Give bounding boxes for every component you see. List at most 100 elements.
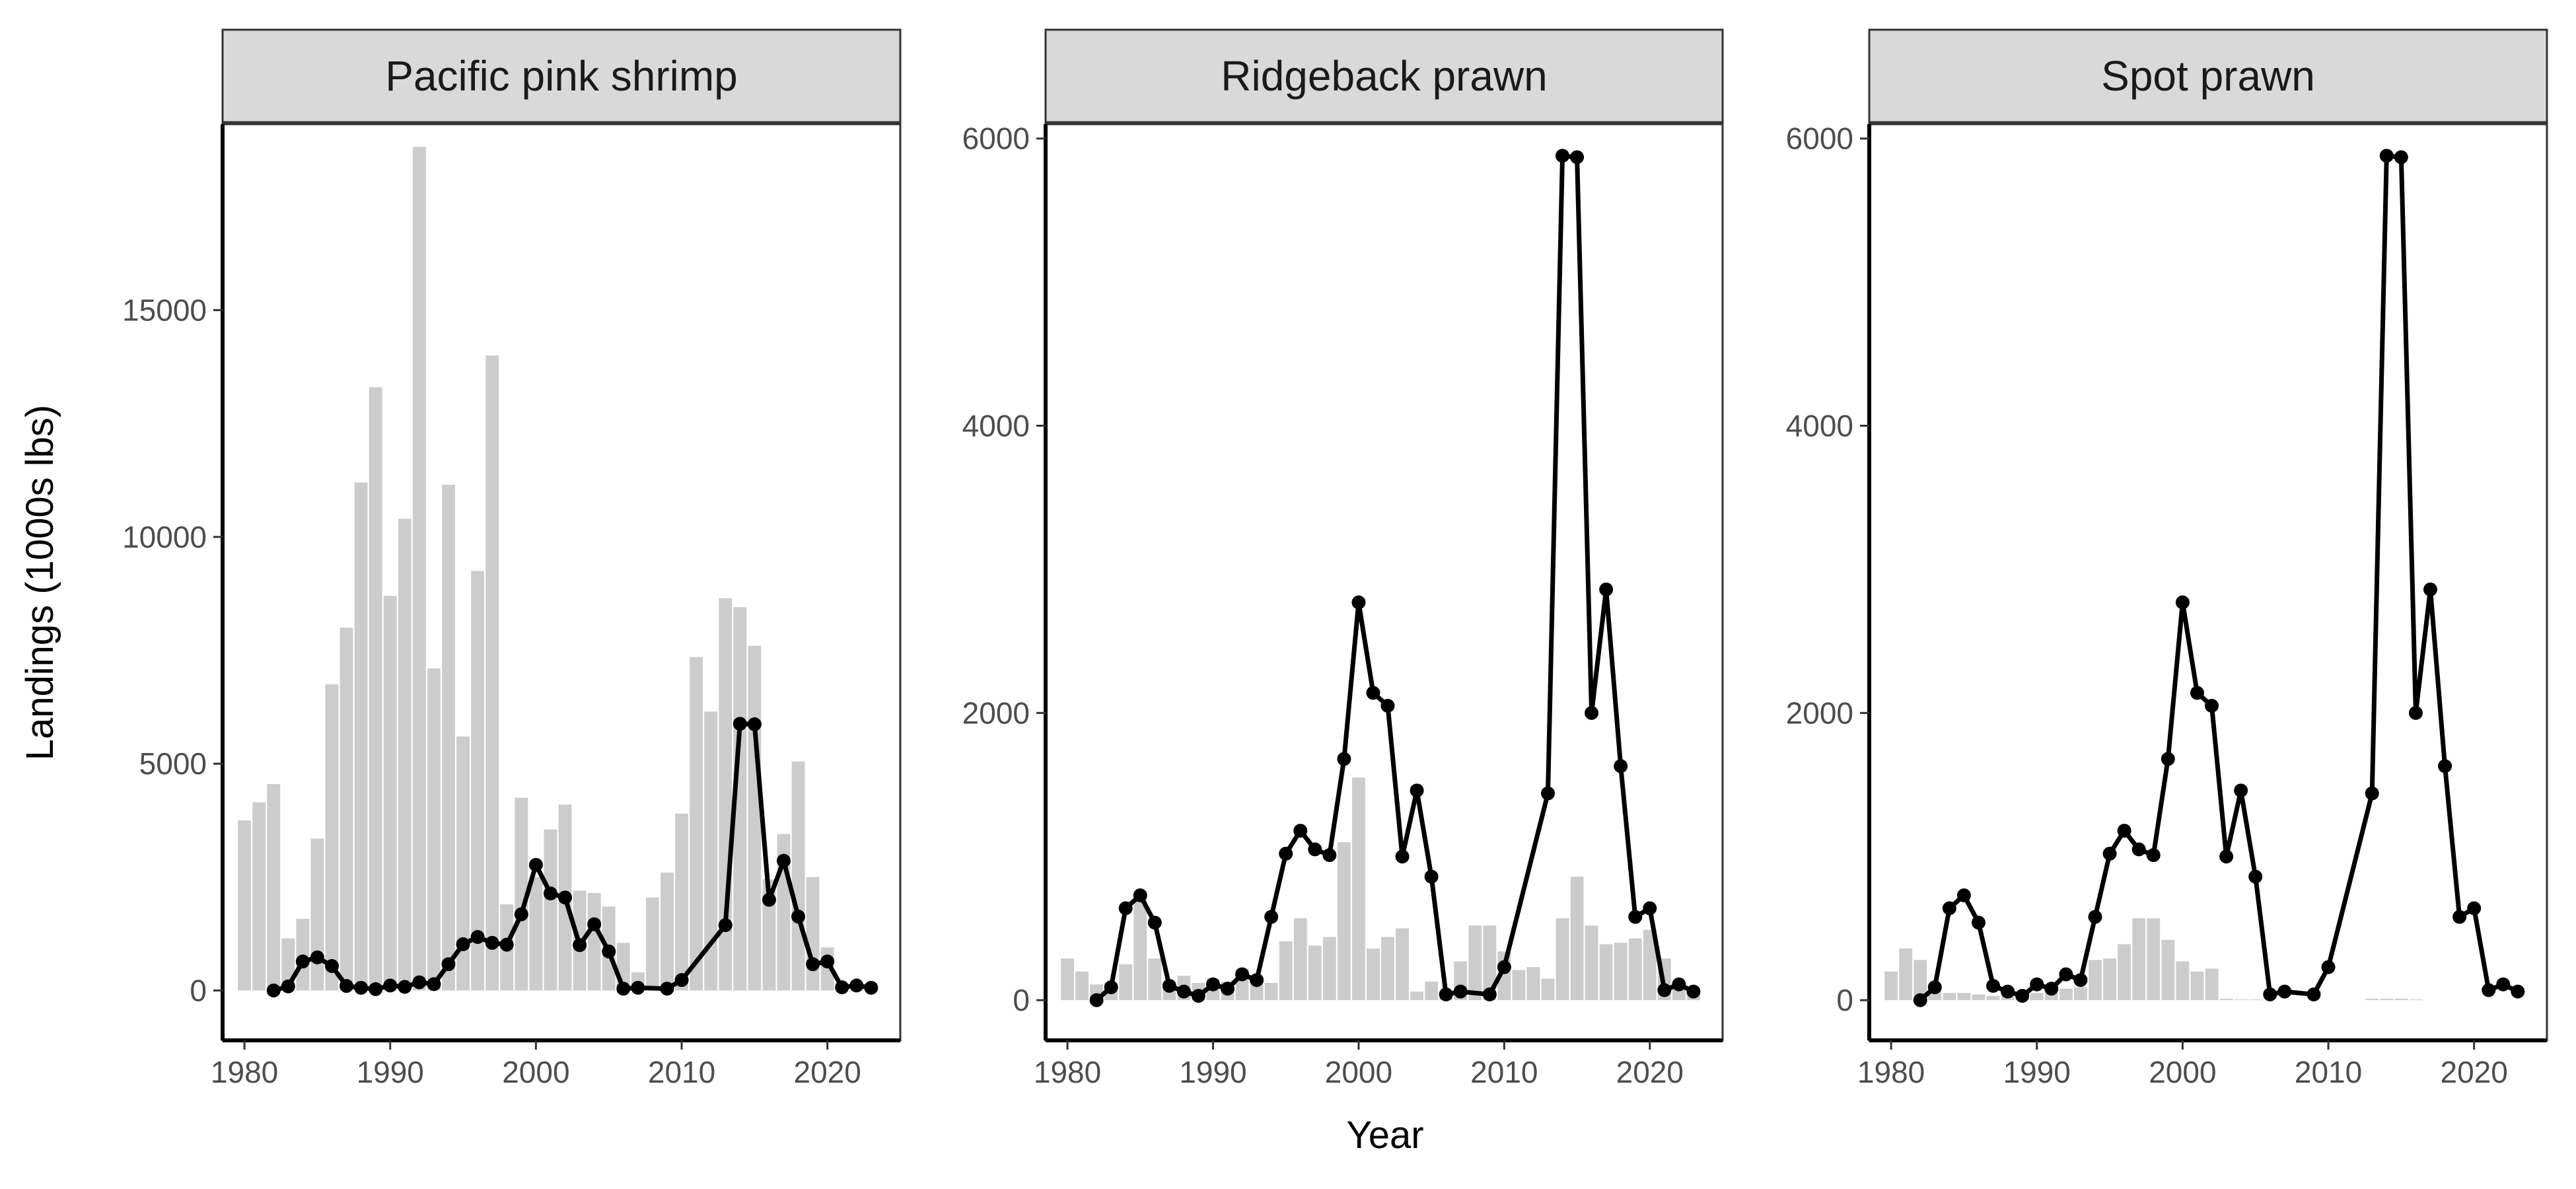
line-point: [733, 717, 747, 731]
bar: [2030, 993, 2044, 1001]
line-point: [1191, 989, 1205, 1003]
line-point: [2307, 987, 2321, 1001]
bar: [791, 761, 805, 991]
bar: [2380, 998, 2394, 1001]
line-point: [2467, 901, 2482, 916]
bar: [2147, 918, 2161, 1001]
line-point: [2219, 849, 2234, 864]
bar: [354, 482, 368, 991]
bar: [1899, 948, 1913, 1001]
x-tick-label: 1980: [211, 1055, 278, 1089]
line-point: [2321, 960, 2336, 974]
bar: [1308, 945, 1322, 1001]
line-point: [587, 917, 602, 931]
line-point: [514, 907, 528, 921]
line-point: [1410, 783, 1424, 798]
line-point: [747, 717, 762, 731]
line-point: [2496, 977, 2511, 991]
bar: [252, 802, 266, 991]
bar: [1264, 983, 1278, 1001]
bar: [325, 684, 339, 991]
line-point: [1556, 149, 1570, 163]
bar: [1119, 964, 1133, 1001]
line-point: [1089, 993, 1104, 1007]
line-point: [2015, 989, 2030, 1003]
line-point: [2277, 984, 2292, 999]
bar: [2205, 968, 2219, 1001]
y-tick-label: 6000: [962, 122, 1030, 156]
line-point: [1322, 848, 1337, 863]
bar: [1541, 978, 1555, 1001]
bar: [2248, 999, 2262, 1001]
bar: [2118, 944, 2131, 1001]
bar: [661, 872, 674, 991]
y-tick-label: 0: [1836, 983, 1853, 1017]
line-point: [1366, 686, 1380, 700]
bar: [1075, 971, 1089, 1001]
line-point: [820, 955, 835, 969]
bar: [1957, 993, 1971, 1001]
bar: [471, 571, 485, 991]
x-tick-label: 1990: [357, 1055, 424, 1089]
bar: [1884, 971, 1898, 1001]
facet-strip: [1044, 28, 1724, 124]
line-point: [1913, 993, 1927, 1007]
line-point: [485, 935, 499, 950]
line-point: [1672, 977, 1686, 991]
x-tick-label: 1980: [1857, 1055, 1925, 1089]
line-point: [1221, 982, 1235, 996]
facet-strip: [1868, 28, 2548, 124]
line-point: [776, 853, 791, 868]
line-point: [806, 957, 820, 972]
line-point: [2175, 595, 2190, 610]
line-point: [2365, 786, 2379, 801]
line-point: [2073, 973, 2088, 988]
line-point: [1439, 987, 1453, 1001]
line-point: [2190, 686, 2204, 700]
plot-area: [1044, 123, 1724, 1042]
bar: [2219, 998, 2233, 1001]
line-point: [1395, 849, 1410, 864]
line-point: [281, 979, 295, 993]
line-point: [441, 957, 456, 972]
bar: [2176, 961, 2190, 1001]
line-point: [1599, 582, 1614, 596]
line-point: [398, 980, 412, 994]
bar: [1293, 918, 1307, 1001]
line-point: [1482, 987, 1497, 1001]
line-point: [2161, 752, 2175, 766]
line-point: [1986, 978, 2001, 993]
line-point: [2423, 582, 2437, 596]
line-point: [2394, 150, 2408, 164]
bar: [383, 596, 397, 991]
line-point: [427, 977, 441, 991]
line-point: [718, 918, 733, 933]
line-point: [1927, 980, 1942, 995]
bar: [1381, 937, 1394, 1001]
line-point: [1585, 705, 1599, 720]
line-point: [2030, 977, 2044, 991]
bar: [1643, 929, 1657, 1001]
bar: [762, 879, 776, 991]
x-tick-label: 1980: [1034, 1055, 1101, 1089]
line-point: [1643, 901, 1657, 916]
bar: [748, 645, 762, 991]
line-point: [354, 980, 369, 995]
line-point: [2482, 983, 2496, 997]
bar: [2234, 999, 2248, 1001]
bar: [587, 892, 601, 991]
line-point: [1956, 888, 1971, 902]
bar: [1133, 892, 1147, 1001]
line-point: [2088, 910, 2102, 924]
line-point: [1235, 967, 1250, 982]
line-point: [849, 978, 864, 993]
line-point: [310, 950, 324, 964]
line-point: [1942, 901, 1956, 916]
line-point: [340, 979, 354, 993]
y-tick-label: 5000: [139, 746, 207, 781]
line-point: [1657, 983, 1672, 997]
y-axis-title: Landings (1000s lbs): [18, 405, 61, 760]
bar: [1352, 777, 1365, 1001]
bar: [529, 877, 543, 991]
bar: [1556, 918, 1569, 1001]
